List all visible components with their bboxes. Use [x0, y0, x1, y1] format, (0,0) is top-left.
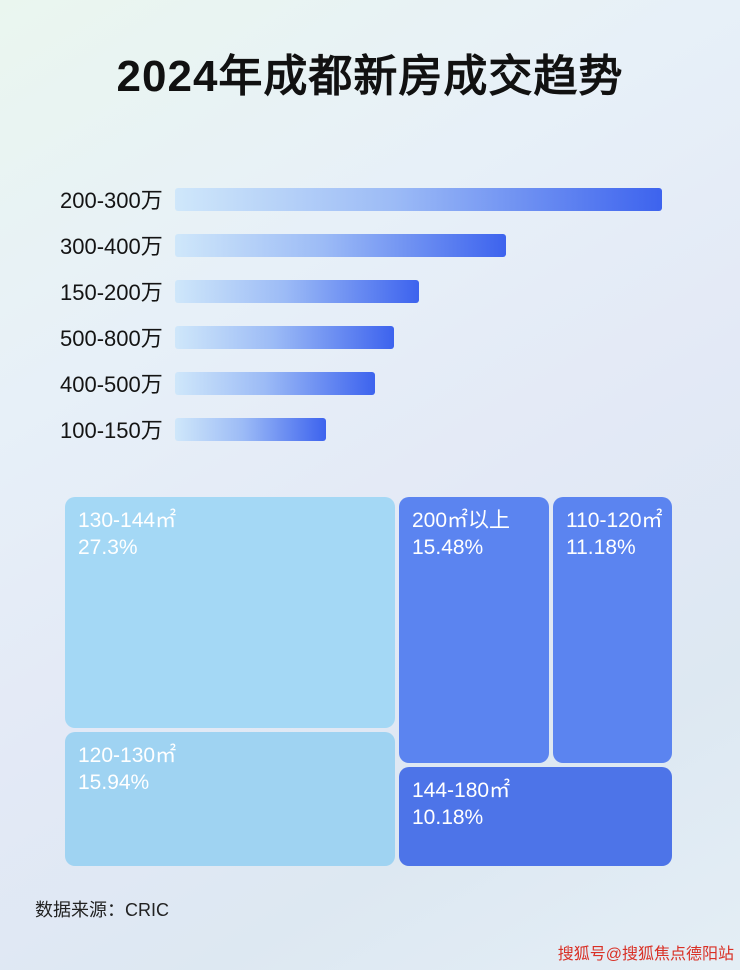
- page-title: 2024年成都新房成交趋势: [116, 52, 624, 101]
- treemap-box-label: 130-144㎡: [78, 509, 177, 532]
- treemap-box-label: 144-180㎡: [412, 779, 511, 802]
- bar-category-label: 100-150万: [60, 418, 163, 443]
- watermark: 搜狐号@搜狐焦点德阳站: [557, 946, 734, 963]
- treemap-box: 120-130㎡ 15.94%: [65, 732, 395, 866]
- bar-track: [175, 325, 662, 349]
- treemap-box-label: 200㎡以上: [412, 509, 511, 532]
- bar-track: [175, 417, 662, 441]
- bar-category-label: 300-400万: [60, 234, 163, 259]
- bar-row: 300-400万: [60, 222, 662, 268]
- treemap-box: 130-144㎡ 27.3%: [65, 497, 395, 728]
- bar: [175, 279, 419, 303]
- bar-row: 150-200万: [60, 268, 662, 314]
- treemap-box-value: 11.18%: [566, 536, 636, 560]
- bar-row: 100-150万: [60, 406, 662, 452]
- bar: [175, 187, 662, 211]
- treemap-box: 110-120㎡ 11.18%: [553, 497, 672, 763]
- treemap-box-value: 15.94%: [78, 771, 150, 795]
- bar: [175, 417, 326, 441]
- bar: [175, 233, 507, 257]
- bar-track: [175, 371, 662, 395]
- bar-track: [175, 279, 662, 303]
- bar-category-label: 200-300万: [60, 188, 163, 213]
- treemap-box: 144-180㎡ 10.18%: [399, 767, 672, 866]
- bar-category-label: 500-800万: [60, 326, 163, 351]
- price-band-bar-chart: 200-300万 300-400万 150-200万 500-800万 400-…: [60, 176, 662, 452]
- bar: [175, 325, 395, 349]
- treemap-box-value: 10.18%: [412, 806, 484, 830]
- treemap-box-value: 15.48%: [412, 536, 484, 560]
- bar-track: [175, 233, 662, 257]
- area-size-treemap: 130-144㎡ 27.3% 200㎡以上 15.48% 110-120㎡ 11…: [65, 497, 672, 866]
- bar-track: [175, 187, 662, 211]
- bar: [175, 371, 375, 395]
- bar-category-label: 400-500万: [60, 372, 163, 397]
- bar-row: 500-800万: [60, 314, 662, 360]
- data-source-note: 数据来源：CRIC: [35, 900, 169, 920]
- treemap-box-value: 27.3%: [78, 536, 138, 560]
- bar-row: 200-300万: [60, 176, 662, 222]
- treemap-box-label: 120-130㎡: [78, 744, 177, 767]
- bar-row: 400-500万: [60, 360, 662, 406]
- treemap-box-label: 110-120㎡: [566, 509, 663, 532]
- bar-category-label: 150-200万: [60, 280, 163, 305]
- treemap-box: 200㎡以上 15.48%: [399, 497, 549, 763]
